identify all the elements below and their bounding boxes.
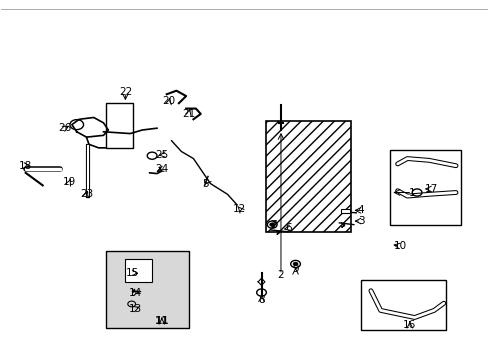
Text: 20: 20 [162,96,175,107]
Text: 11: 11 [154,316,169,326]
Text: 19: 19 [62,177,76,187]
Text: 26: 26 [58,123,71,133]
Bar [266,121,351,232]
Text: 5: 5 [202,179,208,189]
Text: 18: 18 [19,161,32,171]
Text: 23: 23 [80,189,93,199]
Circle shape [292,262,297,266]
Text: 8: 8 [258,295,264,305]
Text: 21: 21 [182,109,195,119]
Circle shape [269,223,274,226]
Text: 10: 10 [393,241,406,251]
Text: 2: 2 [277,270,284,280]
Text: 14: 14 [128,288,142,297]
Text: 6: 6 [285,223,291,233]
Text: 12: 12 [233,203,246,213]
Bar [361,280,446,330]
Text: 4: 4 [357,205,364,215]
Text: 3: 3 [357,216,364,226]
Text: 25: 25 [155,150,168,160]
Text: 24: 24 [155,164,168,174]
Bar [106,251,188,328]
Bar [389,150,460,225]
Text: 7: 7 [270,220,276,230]
Text: 22: 22 [119,87,132,98]
Bar [340,209,349,213]
Text: 17: 17 [424,184,437,194]
Bar [125,258,152,282]
Text: 16: 16 [403,320,416,330]
Text: 13: 13 [128,303,142,314]
Text: 9: 9 [292,264,298,274]
Bar [106,103,132,148]
Text: 1: 1 [408,188,415,198]
Text: 15: 15 [126,268,139,278]
